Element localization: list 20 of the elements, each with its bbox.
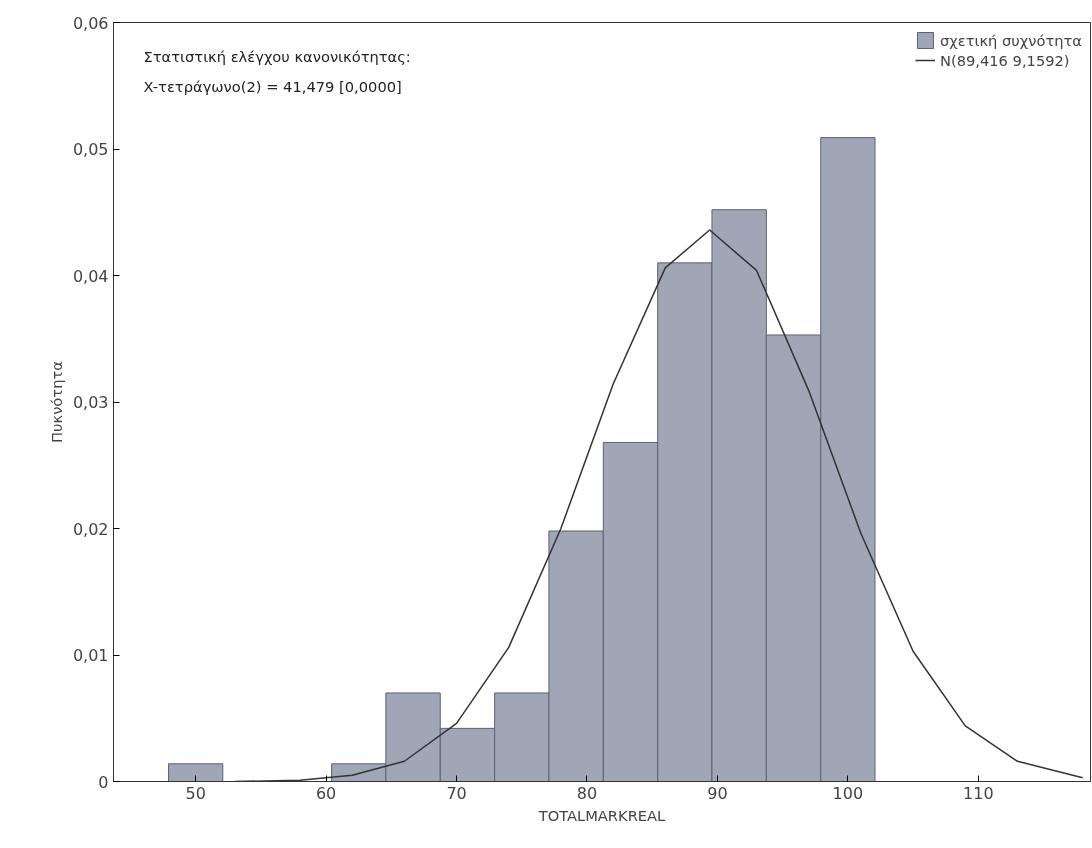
annotation: X-τετράγωνο(2) = 41,479 [0,0000] <box>143 77 402 95</box>
x-tick-label: 80 <box>576 783 598 803</box>
x-tick-label: 110 <box>963 783 994 803</box>
x-tick-label: 70 <box>446 783 467 803</box>
x-axis-title: TOTALMARKREAL <box>537 806 667 824</box>
legend-label: N(89,416 9,1592) <box>939 51 1070 69</box>
y-tick-label: 0,05 <box>72 140 109 159</box>
y-axis-title: Πυκνότητα <box>47 361 65 443</box>
y-tick-label: 0,04 <box>72 266 109 286</box>
x-tick-label: 50 <box>185 783 206 803</box>
legend-label: σχετική συχνότητα <box>939 31 1082 49</box>
x-tick-label: 100 <box>832 783 864 803</box>
y-tick-label: 0,01 <box>72 646 109 665</box>
x-tick-label: 60 <box>315 783 337 803</box>
y-tick-label: 0,06 <box>72 13 109 33</box>
y-tick-label: 0,03 <box>72 393 109 412</box>
y-tick-label: 0 <box>98 772 109 792</box>
y-tick-label: 0,02 <box>72 519 109 539</box>
annotation: Στατιστική ελέγχου κανονικότητας: <box>143 47 411 65</box>
x-tick-label: 90 <box>707 783 728 803</box>
